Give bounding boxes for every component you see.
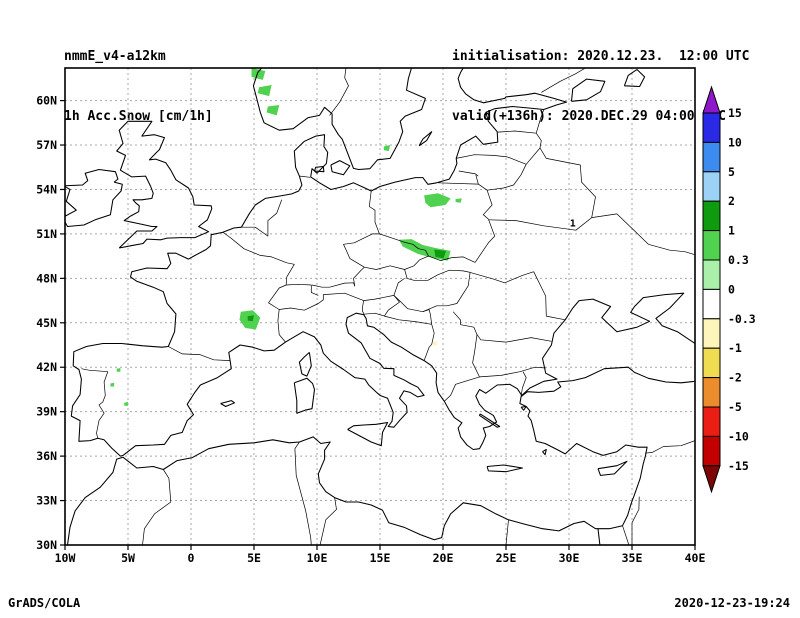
colorbar-label: -0.3 bbox=[728, 312, 756, 326]
colorbar-label: 10 bbox=[728, 135, 742, 149]
colorbar bbox=[702, 85, 721, 494]
grads-credit: GrADS/COLA bbox=[8, 596, 81, 610]
colorbar-label: -15 bbox=[728, 459, 749, 473]
colorbar-labels: 15 10 5 2 1 0.3 0 -0.3 -1 -2 -5 -10 -15 bbox=[728, 106, 756, 473]
svg-text:15E: 15E bbox=[370, 551, 391, 565]
colorbar-label: 5 bbox=[728, 165, 735, 179]
colorbar-label: 1 bbox=[728, 224, 735, 238]
svg-text:0: 0 bbox=[188, 551, 195, 565]
y-axis-labels: 30N 33N 36N 39N 42N 45N 48N 51N 54N 57N 60N bbox=[36, 94, 57, 552]
svg-text:30E: 30E bbox=[559, 551, 580, 565]
svg-text:5W: 5W bbox=[121, 551, 135, 565]
svg-text:10E: 10E bbox=[307, 551, 328, 565]
snow-patches bbox=[110, 68, 462, 406]
svg-text:30N: 30N bbox=[36, 538, 57, 552]
svg-text:39N: 39N bbox=[36, 405, 57, 419]
x-axis-labels: 10W 5W 0 5E 10E 15E 20E 25E 30E 35E 40E bbox=[55, 551, 706, 565]
svg-text:40E: 40E bbox=[685, 551, 706, 565]
svg-text:51N: 51N bbox=[36, 227, 57, 241]
colorbar-label: -5 bbox=[728, 400, 742, 414]
svg-text:36N: 36N bbox=[36, 449, 57, 463]
colorbar-label: 2 bbox=[728, 194, 735, 208]
colorbar-label: -10 bbox=[728, 429, 749, 443]
svg-text:45N: 45N bbox=[36, 316, 57, 330]
colorbar-label: 0 bbox=[728, 282, 735, 296]
colorbar-label: 0.3 bbox=[728, 253, 749, 267]
creation-timestamp: 2020-12-23-19:24 bbox=[674, 596, 790, 610]
svg-text:5E: 5E bbox=[247, 551, 261, 565]
country-borders bbox=[81, 68, 695, 545]
gridlines bbox=[65, 68, 695, 545]
init-time-label: initialisation: 2020.12.23. 12:00 UTC bbox=[452, 49, 750, 64]
svg-text:54N: 54N bbox=[36, 182, 57, 196]
colorbar-top-cap bbox=[702, 85, 721, 114]
axis-ticks bbox=[60, 99, 696, 550]
svg-text:42N: 42N bbox=[36, 360, 57, 374]
svg-text:60N: 60N bbox=[36, 94, 57, 108]
svg-text:10W: 10W bbox=[55, 551, 76, 565]
contour-labels: 1 bbox=[570, 219, 576, 230]
svg-text:35E: 35E bbox=[622, 551, 643, 565]
colorbar-label: 15 bbox=[728, 106, 742, 120]
title-block: nmmE_v4-a12km 1h Acc.Snow [cm/1h] bbox=[64, 7, 213, 167]
coastlines bbox=[65, 68, 695, 545]
svg-text:48N: 48N bbox=[36, 271, 57, 285]
svg-text:33N: 33N bbox=[36, 494, 57, 508]
colorbar-bottom-cap bbox=[702, 465, 721, 494]
colorbar-label: -1 bbox=[728, 341, 742, 355]
colorbar-label: -2 bbox=[728, 371, 742, 385]
svg-text:20E: 20E bbox=[433, 551, 454, 565]
field-name: 1h Acc.Snow [cm/1h] bbox=[64, 109, 213, 124]
svg-text:1: 1 bbox=[570, 219, 576, 230]
time-block: initialisation: 2020.12.23. 12:00 UTC va… bbox=[452, 7, 749, 167]
svg-text:25E: 25E bbox=[496, 551, 517, 565]
svg-text:57N: 57N bbox=[36, 138, 57, 152]
valid-time-label: valid(+136h): 2020.DEC.29 04:00 UTC bbox=[452, 109, 726, 124]
model-name: nmmE_v4-a12km bbox=[64, 49, 166, 64]
